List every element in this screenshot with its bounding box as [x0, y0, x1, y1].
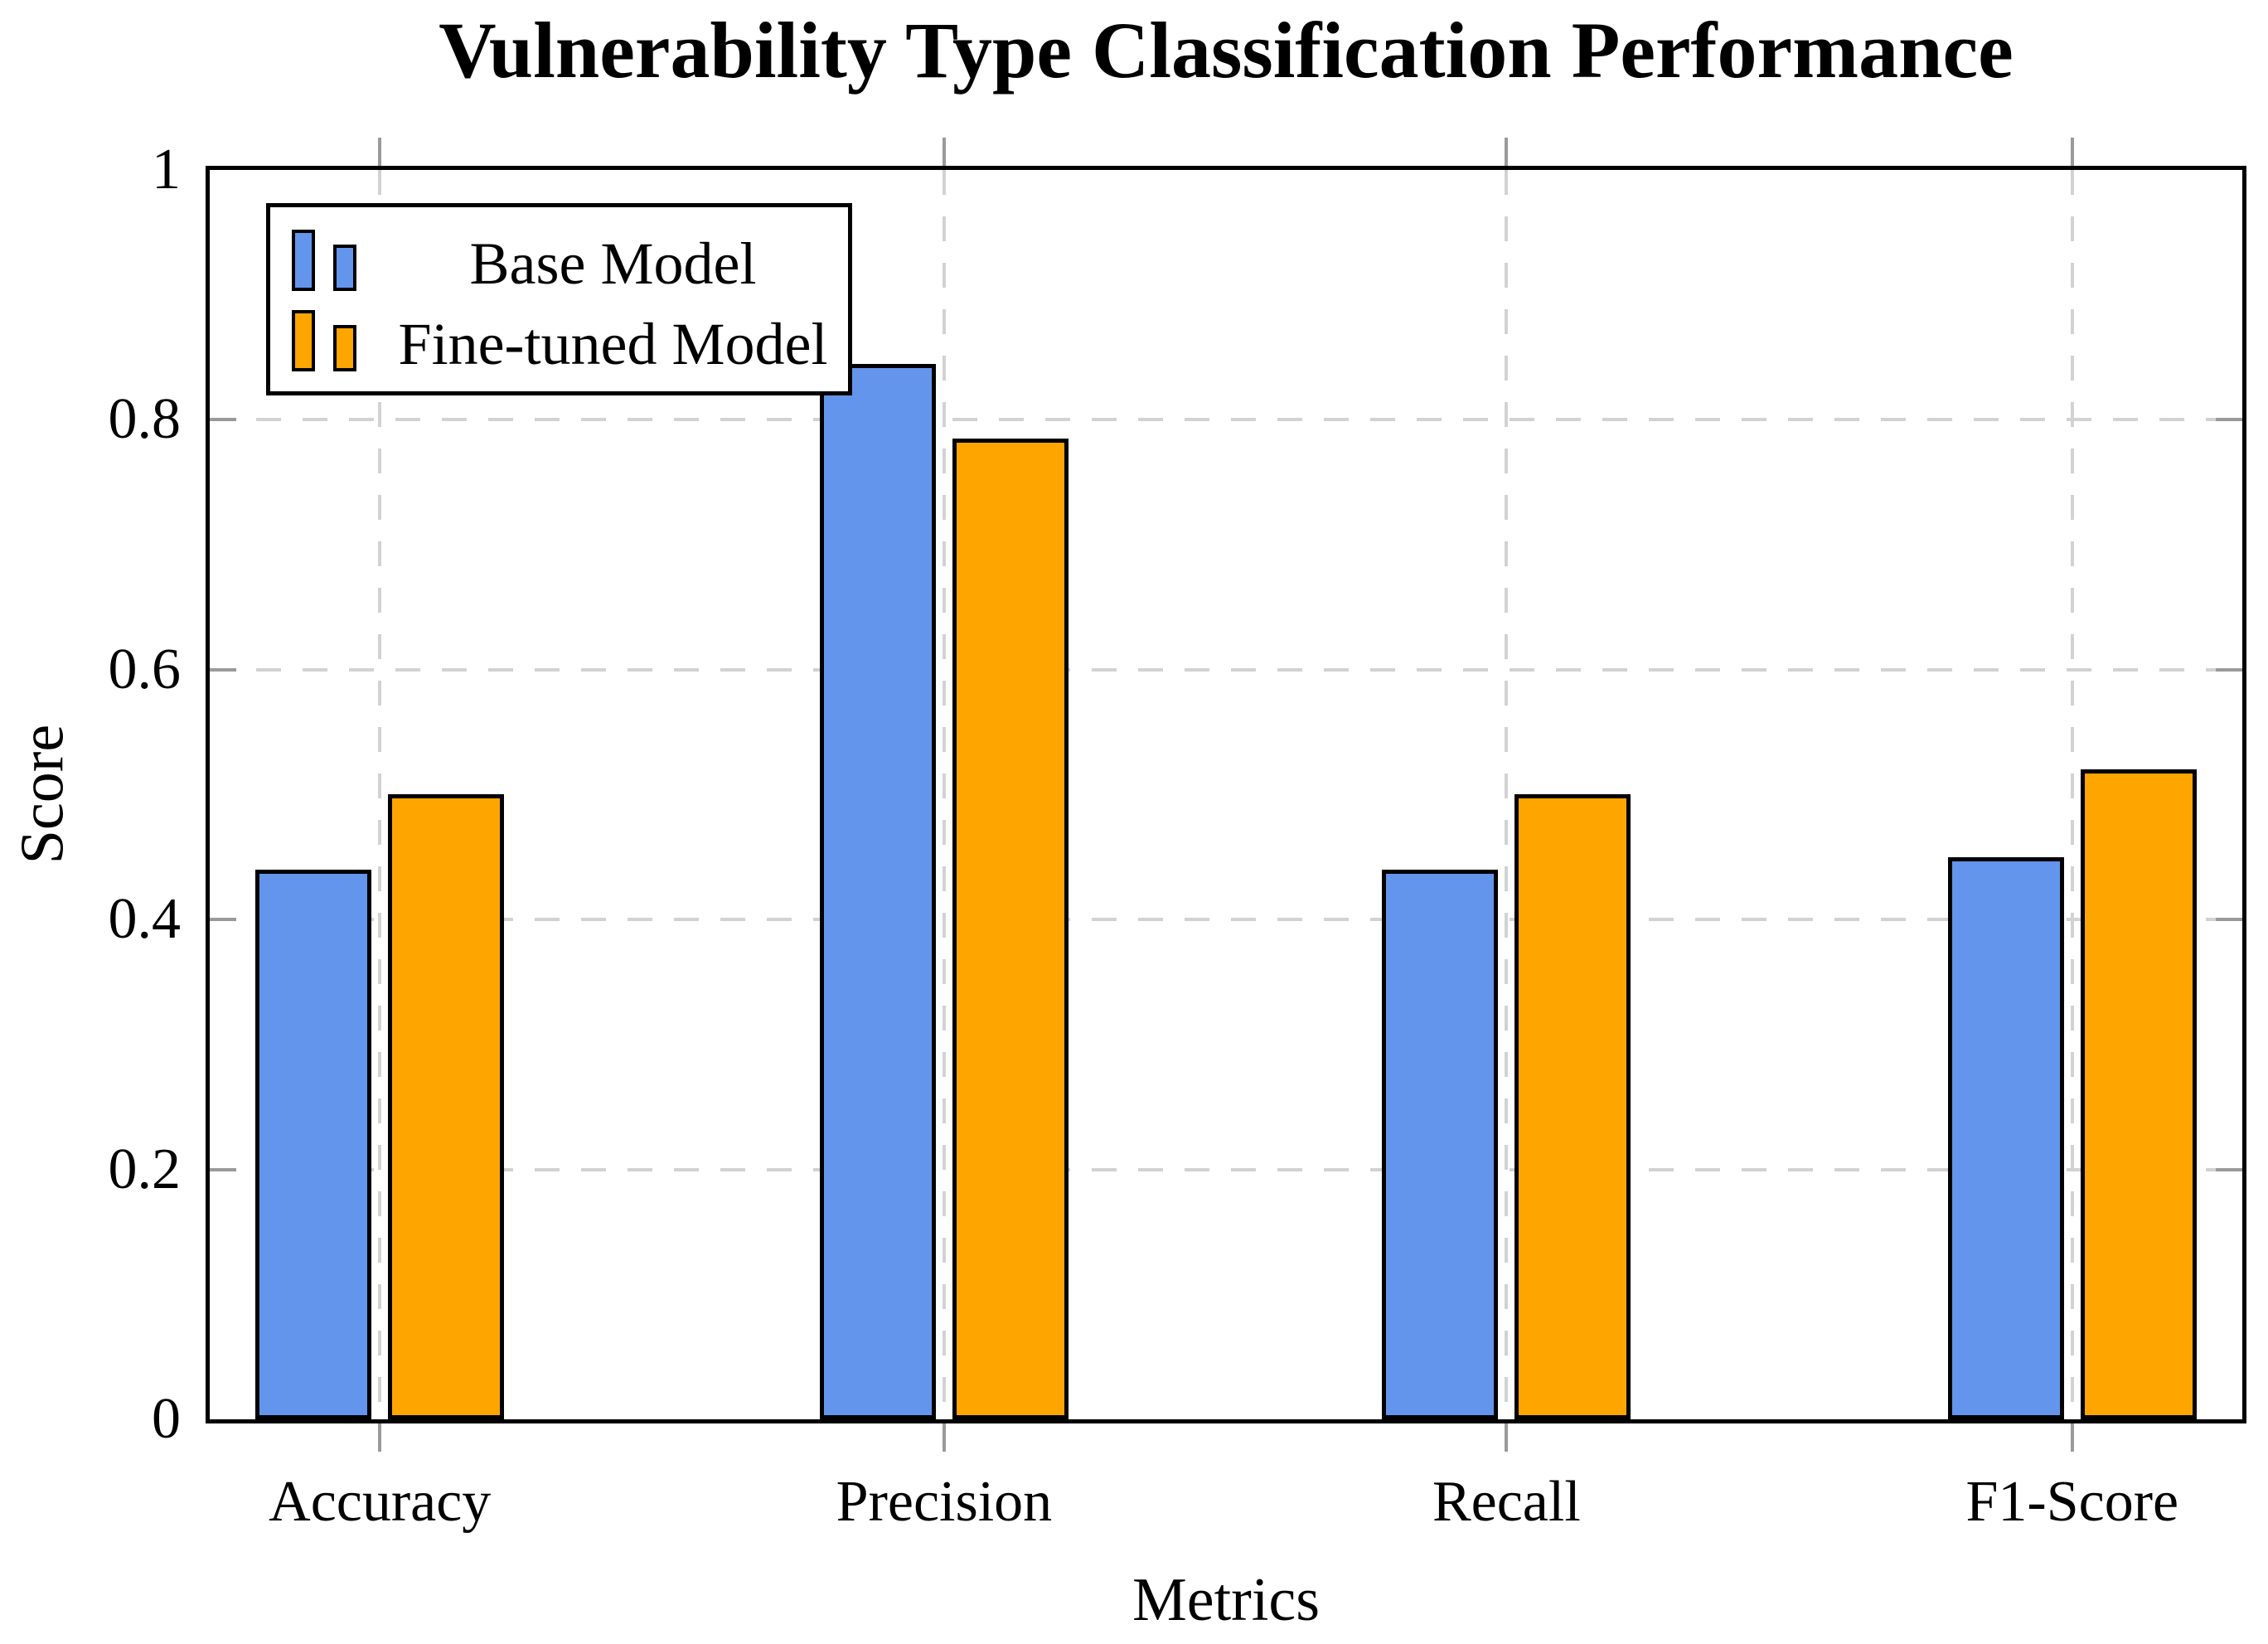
- legend-bar-icon: [333, 245, 356, 291]
- x-tick-mark: [942, 138, 946, 166]
- y-gridline: [210, 418, 2242, 422]
- bar-base-model: [819, 364, 936, 1419]
- x-category-label: Accuracy: [269, 1470, 492, 1534]
- legend-label: Fine-tuned Model: [398, 311, 828, 377]
- y-gridline: [210, 918, 2242, 922]
- legend-bar-marker: [292, 299, 378, 380]
- y-tick-mark: [2216, 1167, 2242, 1171]
- bar-base-model: [255, 870, 372, 1419]
- y-tick-mark: [210, 667, 236, 672]
- y-tick-mark: [210, 418, 236, 422]
- y-tick-mark: [210, 918, 236, 922]
- x-tick-mark: [378, 138, 382, 166]
- y-tick-mark: [210, 1167, 236, 1171]
- bar-fine-tuned-model: [952, 439, 1069, 1419]
- chart-title: Vulnerability Type Classification Perfor…: [439, 6, 2014, 95]
- x-gridline: [378, 170, 382, 1419]
- bar-fine-tuned-model: [2080, 769, 2197, 1419]
- y-tick-mark: [2216, 418, 2242, 422]
- x-axis-label: Metrics: [1132, 1566, 1321, 1634]
- y-gridline: [210, 1167, 2242, 1171]
- bar-base-model: [1947, 857, 2064, 1419]
- y-gridline: [210, 667, 2242, 672]
- y-tick-label: 0.4: [108, 887, 182, 952]
- legend-bar-icon: [292, 310, 315, 371]
- legend-bar-icon: [292, 230, 315, 291]
- legend-label: Base Model: [469, 230, 757, 297]
- x-tick-mark: [1505, 138, 1509, 166]
- x-gridline: [1505, 170, 1509, 1419]
- y-tick-mark: [2216, 667, 2242, 672]
- y-tick-mark: [2216, 918, 2242, 922]
- x-tick-mark: [942, 1423, 946, 1452]
- x-category-label: Precision: [836, 1470, 1053, 1534]
- x-category-label: F1-Score: [1965, 1470, 2179, 1534]
- x-tick-mark: [1505, 1423, 1509, 1452]
- y-axis-label: Score: [8, 724, 77, 865]
- legend-bar-icon: [333, 325, 356, 371]
- bar-base-model: [1382, 870, 1499, 1419]
- y-tick-label: 0: [152, 1387, 181, 1451]
- legend-entry: Fine-tuned Model: [292, 299, 848, 380]
- legend: Base Model Fine-tuned Model: [266, 203, 852, 395]
- legend-entry: Base Model: [292, 219, 848, 299]
- y-tick-label: 0.8: [108, 387, 182, 452]
- bar-fine-tuned-model: [1514, 794, 1631, 1419]
- x-gridline: [942, 170, 946, 1419]
- y-tick-label: 0.6: [108, 637, 182, 701]
- x-category-label: Recall: [1432, 1470, 1581, 1534]
- plot-area: Base Model Fine-tuned Model: [206, 138, 2246, 1452]
- x-tick-mark: [378, 1423, 382, 1452]
- x-tick-mark: [2070, 138, 2074, 166]
- x-tick-mark: [2070, 1423, 2074, 1452]
- y-tick-label: 1: [152, 138, 181, 201]
- bar-fine-tuned-model: [388, 794, 505, 1419]
- legend-bar-marker: [292, 219, 378, 299]
- x-gridline: [2070, 170, 2074, 1419]
- y-tick-label: 0.2: [108, 1137, 182, 1201]
